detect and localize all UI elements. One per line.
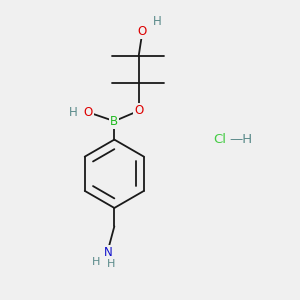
Text: —H: —H — [229, 133, 252, 146]
Text: Cl: Cl — [213, 133, 226, 146]
Text: B: B — [110, 115, 118, 128]
Text: H: H — [106, 259, 115, 269]
Text: H: H — [69, 106, 77, 119]
Text: O: O — [134, 104, 143, 117]
Text: O: O — [84, 106, 93, 119]
Text: N: N — [103, 246, 112, 259]
Text: O: O — [138, 25, 147, 38]
Text: H: H — [92, 257, 101, 267]
Text: H: H — [153, 15, 162, 28]
